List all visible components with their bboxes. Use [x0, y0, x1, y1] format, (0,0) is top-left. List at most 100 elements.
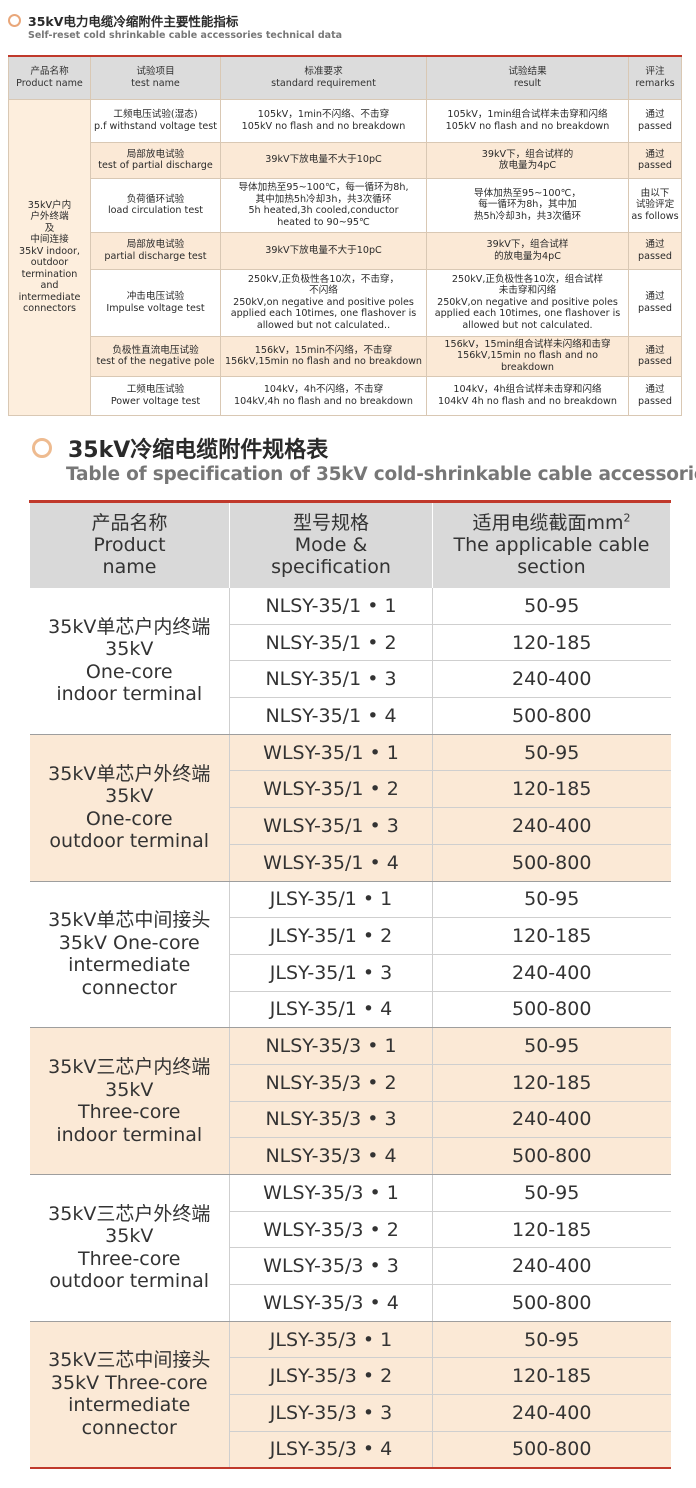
table-row: NLSY-35/1 • 3 240-400 [30, 660, 671, 699]
table-row: 35kV单芯中间接头 35kV One-core intermediate co… [29, 881, 671, 1029]
model-cell: JLSY-35/3 • 3 [229, 1394, 433, 1432]
table-row: JLSY-35/3 • 4 500-800 [30, 1431, 671, 1469]
table-row: WLSY-35/3 • 4 500-800 [30, 1284, 671, 1322]
section-cell: 50-95 [432, 1174, 671, 1212]
section-cell: 120-185 [432, 770, 671, 809]
specification-table: 产品名称 Product name 型号规格 Mode & specificat… [29, 500, 671, 1469]
section-cell: 500-800 [432, 1137, 671, 1175]
model-cell: NLSY-35/3 • 1 [229, 1027, 433, 1065]
test-name-cell: 局部放电试验 test of partial discharge [90, 141, 221, 179]
spec-group: 35kV三芯户外终端 35kV Three-core outdoor termi… [29, 1174, 671, 1322]
section-cell: 500-800 [432, 991, 671, 1029]
section1-title: 35kV电力电缆冷缩附件主要性能指标 [28, 14, 239, 29]
model-cell: WLSY-35/3 • 3 [229, 1247, 433, 1286]
section-cell: 240-400 [432, 660, 671, 699]
product-name-cell: 35kV单芯户外终端 35kV One-core outdoor termina… [29, 734, 230, 882]
result-cell: 导体加热至95~100℃， 每一循环为8h，其中加 热5h冷却3h，共3次循环 [426, 177, 629, 233]
section1-subtitle: Self-reset cold shrinkable cable accesso… [28, 30, 343, 41]
section-cell: 500-800 [432, 697, 671, 735]
spec-group: 35kV单芯户内终端 35kV One-core indoor terminal… [29, 587, 671, 735]
model-cell: NLSY-35/1 • 4 [229, 697, 433, 735]
table-row: 35kV户内 户外终端 及 中间连接 35kV indoor, outdoor … [8, 98, 682, 416]
product-name-cell: 35kV单芯中间接头 35kV One-core intermediate co… [29, 881, 230, 1029]
section-cell: 50-95 [432, 1321, 671, 1359]
table-header-row: 产品名称 Product name 型号规格 Mode & specificat… [29, 501, 671, 588]
result-cell: 39kV下，组合试样 的放电量为4pC [426, 231, 629, 270]
result-cell: 250kV,正负极性各10次，组合试样 未击穿和闪络 250kV,on nega… [426, 268, 629, 337]
model-cell: NLSY-35/3 • 2 [229, 1064, 433, 1102]
model-cell: WLSY-35/1 • 1 [229, 734, 433, 772]
table-row: NLSY-35/1 • 4 500-800 [30, 697, 671, 735]
model-cell: WLSY-35/1 • 4 [229, 844, 433, 882]
section-cell: 120-185 [432, 1064, 671, 1102]
model-cell: WLSY-35/1 • 3 [229, 807, 433, 845]
section-cell: 120-185 [432, 1211, 671, 1249]
result-cell: 39kV下，组合试样的 放电量为4pC [426, 141, 629, 179]
table-row: 35kV单芯户内终端 35kV One-core indoor terminal… [29, 587, 671, 735]
standard-cell: 156kV，15min不闪络，不击穿 156kV,15min no flash … [220, 335, 427, 377]
spec-group: 35kV三芯户内终端 35kV Three-core indoor termin… [29, 1027, 671, 1175]
header-product: 产品名称 Product name [8, 55, 91, 100]
test-name-cell: 局部放电试验 partial discharge test [90, 231, 221, 270]
spec-group: 35kV单芯户外终端 35kV One-core outdoor termina… [29, 734, 671, 882]
section-cell: 240-400 [432, 1394, 671, 1432]
section-cell: 50-95 [432, 734, 671, 772]
standard-cell: 39kV下放电量不大于10pC [220, 141, 427, 179]
model-cell: NLSY-35/1 • 3 [229, 660, 433, 699]
section-cell: 50-95 [432, 587, 671, 625]
header-test-name: 试验项目 test name [90, 55, 221, 100]
model-cell: JLSY-35/3 • 2 [229, 1357, 433, 1396]
header-standard: 标准要求 standard requirement [220, 55, 427, 100]
standard-cell: 导体加热至95~100℃，每一循环为8h, 其中加热5h冷却3h，共3次循环 5… [220, 177, 427, 233]
model-cell: JLSY-35/1 • 2 [229, 917, 433, 955]
section-cell: 50-95 [432, 881, 671, 919]
table-row: 局部放电试验 partial discharge test 39kV下放电量不大… [9, 231, 682, 270]
table-row: WLSY-35/1 • 4 500-800 [30, 844, 671, 882]
table-row: NLSY-35/3 • 4 500-800 [30, 1137, 671, 1175]
section-cell: 120-185 [432, 1357, 671, 1396]
product-name-cell: 35kV三芯户内终端 35kV Three-core indoor termin… [29, 1027, 230, 1175]
table-row: NLSY-35/1 • 2 120-185 [30, 624, 671, 662]
header-product-name: 产品名称 Product name [29, 501, 230, 588]
remark-cell: 由以下 试验评定 as follows [628, 177, 682, 233]
model-cell: WLSY-35/3 • 4 [229, 1284, 433, 1322]
table-row: WLSY-35/1 • 2 120-185 [30, 770, 671, 809]
table-row: JLSY-35/1 • 2 120-185 [30, 917, 671, 955]
table-row: 35kV三芯户外终端 35kV Three-core outdoor termi… [29, 1174, 671, 1322]
model-cell: NLSY-35/3 • 4 [229, 1137, 433, 1175]
section-cell: 240-400 [432, 1247, 671, 1286]
standard-cell: 104kV，4h不闪络，不击穿 104kV,4h no flash and no… [220, 375, 427, 416]
table-row: JLSY-35/1 • 4 500-800 [30, 991, 671, 1029]
product-name-cell: 35kV单芯户内终端 35kV One-core indoor terminal [29, 587, 230, 735]
table-row: NLSY-35/3 • 2 120-185 [30, 1064, 671, 1102]
table-row: 35kV单芯户外终端 35kV One-core outdoor termina… [29, 734, 671, 882]
section2-subtitle: Table of specification of 35kV cold-shri… [66, 464, 696, 485]
section-cell: 500-800 [432, 844, 671, 882]
table-row: 负荷循环试验 load circulation test 导体加热至95~100… [9, 177, 682, 233]
product-name-cell: 35kV三芯户外终端 35kV Three-core outdoor termi… [29, 1174, 230, 1322]
test-name-cell: 冲击电压试验 Impulse voltage test [90, 268, 221, 337]
technical-data-table: 产品名称 Product name 试验项目 test name 标准要求 st… [8, 55, 682, 416]
test-name-cell: 负极性直流电压试验 test of the negative pole [90, 335, 221, 377]
table-row: 冲击电压试验 Impulse voltage test 250kV,正负极性各1… [9, 268, 682, 337]
header-cable-section: 适用电缆截面mm2 The applicable cable section [432, 501, 671, 588]
remark-cell: 通过 passed [628, 98, 682, 143]
test-name-cell: 工频电压试验(湿态) p.f withstand voltage test [90, 98, 221, 143]
table-row: 负极性直流电压试验 test of the negative pole 156k… [9, 335, 682, 377]
remark-cell: 通过 passed [628, 141, 682, 179]
result-cell: 104kV，4h组合试样未击穿和闪络 104kV 4h no flash and… [426, 375, 629, 416]
section-cell: 120-185 [432, 624, 671, 662]
header-remarks: 评注 remarks [628, 55, 682, 100]
product-name-cell: 35kV户内 户外终端 及 中间连接 35kV indoor, outdoor … [8, 98, 91, 416]
model-cell: WLSY-35/3 • 1 [229, 1174, 433, 1212]
table-row: NLSY-35/3 • 3 240-400 [30, 1101, 671, 1139]
result-cell: 105kV，1min组合试样未击穿和闪络 105kV no flash and … [426, 98, 629, 143]
table-row: WLSY-35/3 • 2 120-185 [30, 1211, 671, 1249]
section-cell: 240-400 [432, 1101, 671, 1139]
section-cell: 240-400 [432, 807, 671, 845]
section-cell: 240-400 [432, 954, 671, 992]
section-cell: 500-800 [432, 1431, 671, 1469]
table-row: WLSY-35/3 • 3 240-400 [30, 1247, 671, 1286]
model-cell: WLSY-35/3 • 2 [229, 1211, 433, 1249]
table-row: JLSY-35/3 • 2 120-185 [30, 1357, 671, 1396]
